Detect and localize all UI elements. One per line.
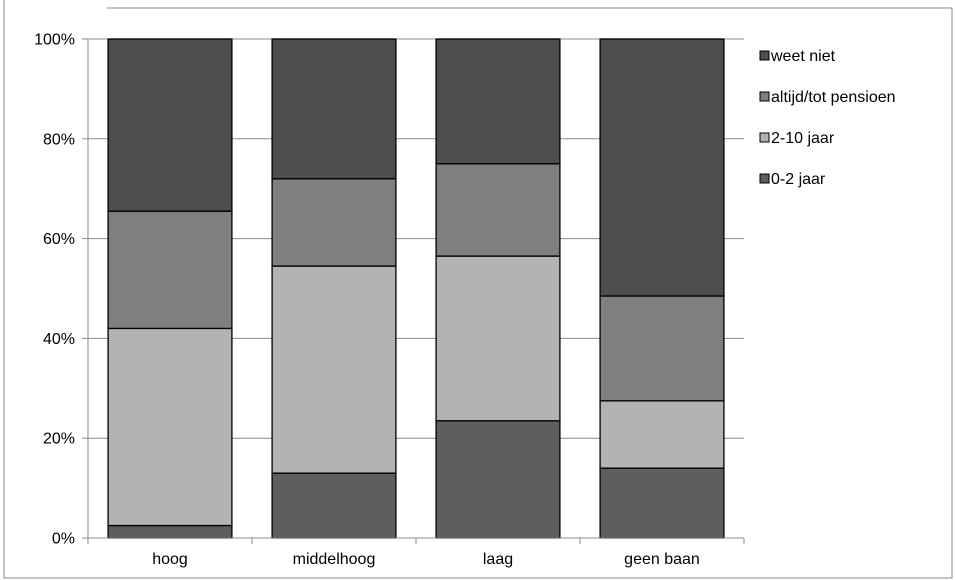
bar-segment: [107, 38, 233, 212]
bar-segment: [599, 400, 725, 469]
x-tick-label: hoog: [152, 551, 188, 568]
bar-segment: [271, 472, 397, 539]
y-tick-label: 20%: [43, 431, 75, 448]
legend-swatch: [759, 132, 770, 143]
bar-segment: [435, 255, 561, 422]
bar-segment: [271, 265, 397, 474]
bar-segment: [599, 467, 725, 539]
legend-swatch: [759, 50, 770, 61]
bars: [107, 38, 725, 539]
x-tick-label: middelhoog: [293, 551, 376, 568]
legend-label: weet niet: [770, 48, 836, 65]
bar-segment: [107, 524, 233, 539]
y-tick-label: 0%: [52, 531, 75, 548]
legend: weet niet altijd/tot pensioen 2-10 jaar 0-2…: [759, 48, 896, 188]
bar-segment: [107, 210, 233, 330]
y-tick-labels: 0% 20% 40% 60% 80% 100%: [34, 32, 75, 548]
chart-border: [3, 0, 953, 579]
legend-label: 0-2 jaar: [771, 171, 826, 188]
bar-segment: [599, 38, 725, 297]
legend-label: 2-10 jaar: [771, 130, 835, 147]
y-tick-label: 80%: [43, 131, 75, 148]
bar-segment: [435, 420, 561, 539]
x-tick-label: geen baan: [624, 551, 700, 568]
y-tick-label: 60%: [43, 231, 75, 248]
bar-segment: [435, 163, 561, 257]
y-tick-label: 100%: [34, 32, 75, 49]
bar-segment: [271, 38, 397, 180]
x-tick-label: laag: [483, 551, 513, 568]
axes: [82, 38, 745, 544]
y-tick-label: 40%: [43, 331, 75, 348]
legend-swatch: [759, 91, 770, 102]
x-tick-labels: hoog middelhoog laag geen baan: [152, 551, 700, 568]
legend-label: altijd/tot pensioen: [771, 89, 896, 106]
bar-segment: [271, 178, 397, 267]
legend-swatch: [759, 173, 770, 184]
bar-segment: [107, 327, 233, 527]
bar-segment: [599, 295, 725, 402]
bar-segment: [435, 38, 561, 165]
